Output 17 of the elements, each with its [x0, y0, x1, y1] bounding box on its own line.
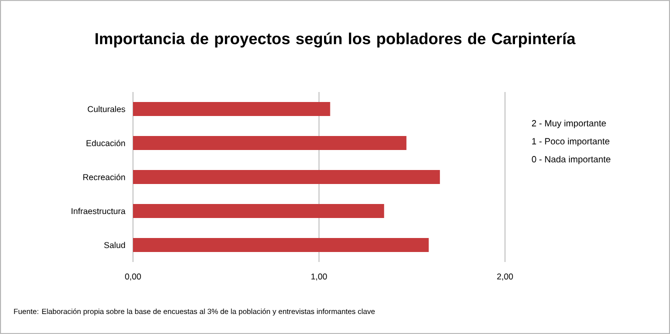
x-tick-label: 0,00: [125, 274, 141, 281]
bar: [133, 102, 330, 116]
y-tick-label: Recreación: [83, 174, 125, 180]
y-tick-label: Educación: [86, 140, 125, 146]
bar: [133, 204, 384, 218]
y-tick-label: Culturales: [88, 106, 126, 112]
x-tick-label: 1,00: [311, 274, 327, 281]
chart-title: Importancia de proyectos según los pobladores de Carpintería: [96, 32, 576, 48]
text: 2 - Muy importante: [532, 120, 606, 128]
y-tick-label: Salud: [104, 242, 125, 248]
x-tick-label: 2,00: [497, 274, 513, 281]
text: 1 - Poco importante: [532, 138, 610, 146]
bar: [133, 170, 440, 184]
y-tick-label: Infraestructura: [72, 208, 126, 214]
bar: [133, 238, 429, 252]
bar: [133, 136, 406, 150]
text: 0 - Nada importante: [532, 156, 610, 164]
